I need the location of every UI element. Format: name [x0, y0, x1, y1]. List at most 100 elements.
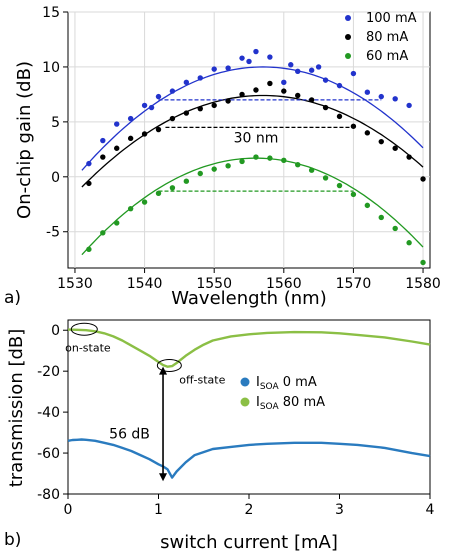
- data-point: [288, 62, 294, 68]
- data-point: [295, 92, 301, 99]
- data-point: [336, 113, 343, 120]
- legend-label: 80 mA: [366, 30, 408, 45]
- y-tick-label: 0: [51, 170, 60, 186]
- data-point: [86, 160, 92, 167]
- panel-a-legend: 100 mA 80 mA 60 mA: [345, 11, 417, 64]
- data-point: [183, 79, 190, 86]
- legend-marker: [345, 53, 351, 59]
- legend-rest: 80 mA: [279, 395, 325, 410]
- series-line: [67, 328, 431, 368]
- data-point: [336, 82, 343, 89]
- legend-rest: 0 mA: [279, 375, 317, 390]
- panel-a-plot-area: [67, 11, 431, 269]
- data-point: [322, 77, 329, 83]
- data-point: [406, 154, 412, 160]
- data-point: [322, 104, 329, 111]
- data-point: [336, 182, 343, 189]
- data-point: [86, 246, 92, 253]
- data-point: [378, 93, 384, 100]
- legend-label: 60 mA: [366, 49, 408, 64]
- y-tick-label: 5: [51, 115, 60, 131]
- y-tick-label: 0: [51, 323, 60, 339]
- data-point: [225, 98, 231, 104]
- data-point: [315, 64, 322, 70]
- data-point: [253, 48, 259, 55]
- legend-marker: [240, 397, 250, 407]
- data-point: [364, 89, 371, 95]
- data-point: [253, 87, 259, 93]
- panel-b-xlabel: switch current [mA]: [160, 532, 338, 553]
- data-point: [197, 105, 203, 112]
- data-point: [239, 158, 245, 165]
- data-point: [308, 97, 315, 103]
- data-point: [281, 157, 287, 164]
- panel-a-points: [86, 48, 426, 266]
- data-point: [246, 58, 252, 65]
- data-point: [225, 163, 231, 169]
- data-point: [155, 126, 162, 133]
- legend-label: 100 mA: [366, 11, 417, 26]
- data-point: [183, 178, 190, 184]
- data-point: [239, 55, 245, 61]
- panel-a-fit-curves: [81, 66, 424, 256]
- y-tick-label: 15: [42, 5, 60, 21]
- legend-marker: [240, 377, 250, 387]
- data-point: [155, 190, 162, 196]
- data-point: [211, 102, 217, 109]
- panel-a-flat-lines: [158, 99, 382, 192]
- data-point: [392, 96, 398, 102]
- x-tick-label: 1580: [405, 276, 441, 292]
- legend-marker: [345, 34, 351, 40]
- panel-b-lines: [67, 328, 431, 479]
- y-tick-label: -60: [37, 446, 60, 462]
- x-tick-label: 1540: [127, 276, 163, 292]
- data-point: [100, 154, 106, 160]
- x-tick-label: 3: [335, 502, 344, 518]
- data-point: [141, 199, 148, 205]
- data-point: [378, 214, 384, 221]
- data-point: [295, 162, 301, 168]
- x-tick-label: 4: [426, 502, 435, 518]
- x-tick-label: 0: [64, 502, 73, 518]
- y-tick-label: -40: [37, 405, 60, 421]
- legend-label: ISOA 80 mA: [256, 395, 325, 412]
- data-point: [211, 166, 217, 172]
- data-point: [155, 93, 162, 100]
- data-point: [308, 67, 315, 73]
- data-point: [350, 191, 357, 198]
- fit-curve: [81, 94, 424, 188]
- x-tick-label: 1560: [266, 276, 302, 292]
- annotation-30nm: 30 nm: [234, 131, 279, 147]
- annotation-on-state: on-state: [65, 341, 111, 354]
- x-tick-label: 2: [245, 502, 254, 518]
- data-point: [308, 167, 315, 173]
- panel-a-xlabel: Wavelength (nm): [171, 288, 327, 309]
- panel-a-label: a): [4, 288, 21, 308]
- x-tick-label: 1: [154, 502, 163, 518]
- on-state-ellipse: [70, 322, 98, 336]
- panel-b-plot-area: [67, 319, 431, 495]
- data-point: [148, 104, 155, 111]
- legend-label: ISOA 0 mA: [256, 375, 317, 392]
- data-point: [127, 115, 134, 122]
- data-point: [127, 205, 134, 212]
- y-tick-label: -5: [46, 225, 60, 241]
- annotation-off-state: off-state: [179, 373, 225, 386]
- data-point: [364, 202, 371, 209]
- data-point: [225, 65, 231, 71]
- annotation-56db: 56 dB: [109, 427, 150, 443]
- data-point: [169, 185, 176, 191]
- x-tick-label: 1550: [196, 276, 232, 292]
- panel-b-markers: [70, 322, 182, 482]
- data-point: [406, 240, 412, 246]
- legend-marker: [345, 15, 351, 21]
- data-point: [127, 135, 134, 142]
- data-point: [169, 115, 176, 122]
- legend-subscript: SOA: [260, 382, 280, 392]
- panel-a-ticks: 1530 1540 1550 1560 1570 1580 -5 0 5 10 15: [42, 5, 441, 292]
- data-point: [267, 54, 273, 60]
- data-point: [420, 176, 426, 182]
- data-point: [322, 175, 329, 181]
